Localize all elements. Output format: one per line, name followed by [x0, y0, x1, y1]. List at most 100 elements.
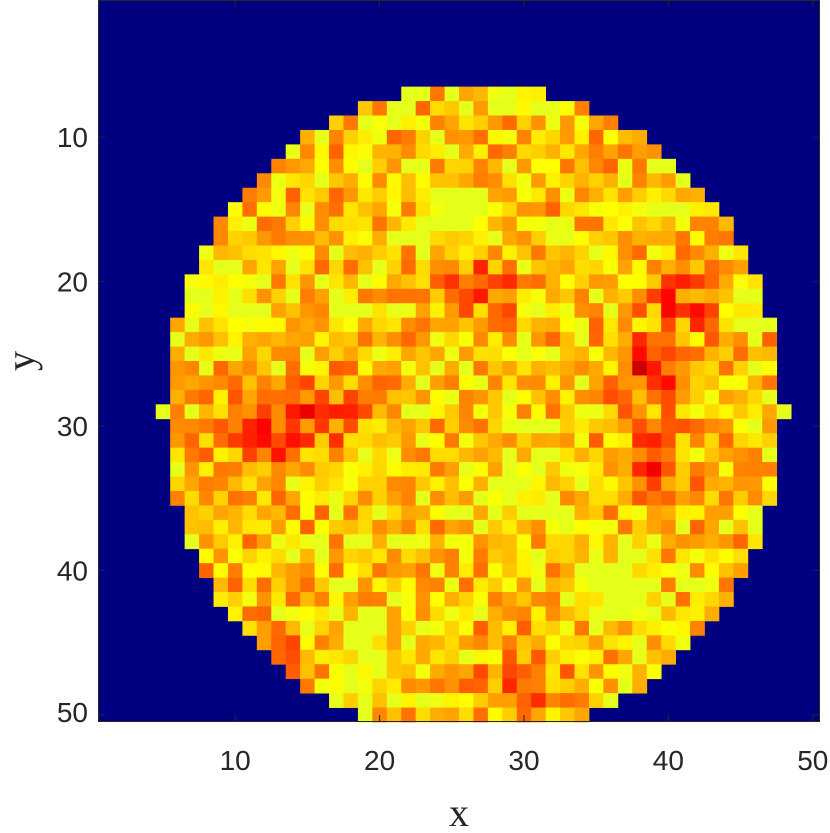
heatmap-cell: [718, 548, 734, 564]
heatmap-cell: [242, 274, 258, 290]
heatmap-cell: [574, 563, 590, 578]
heatmap-cell: [560, 548, 575, 564]
heatmap-cell: [357, 187, 373, 203]
heatmap-cell: [329, 693, 344, 708]
heatmap-cell: [531, 635, 547, 651]
heatmap-cell: [415, 490, 431, 506]
heatmap-cell: [300, 649, 315, 665]
heatmap-cell: [357, 115, 373, 131]
plot-area: [98, 0, 820, 723]
heatmap-cell: [574, 317, 590, 333]
heatmap-cell: [271, 577, 287, 593]
heatmap-cell: [603, 216, 619, 232]
heatmap-cell: [256, 216, 272, 232]
heatmap-cell: [372, 375, 388, 391]
heatmap-cell: [285, 563, 301, 578]
heatmap-cell: [502, 534, 518, 550]
heatmap-cell: [733, 505, 749, 521]
heatmap-cell: [632, 202, 648, 217]
heatmap-cell: [170, 375, 186, 391]
heatmap-cell: [300, 620, 315, 636]
heatmap-cell: [213, 404, 229, 420]
heatmap-cell: [646, 216, 662, 232]
heatmap-cell: [184, 534, 200, 550]
heatmap-cell: [170, 389, 186, 405]
heatmap-cell: [487, 231, 503, 246]
heatmap-cell: [733, 404, 749, 420]
heatmap-cell: [675, 375, 691, 391]
heatmap-cell: [242, 375, 258, 391]
heatmap-cell: [574, 678, 590, 694]
heatmap-cell: [632, 158, 648, 174]
heatmap-cell: [459, 418, 474, 434]
heatmap-cell: [372, 534, 388, 550]
heatmap-cell: [661, 375, 676, 391]
heatmap-cell: [242, 534, 258, 550]
heatmap-cell: [314, 664, 330, 680]
heatmap-cell: [531, 433, 547, 449]
heatmap-cell: [386, 173, 402, 189]
heatmap-cell: [574, 361, 590, 376]
heatmap-cell: [444, 606, 460, 622]
heatmap-cell: [603, 231, 619, 246]
heatmap-cell: [386, 476, 402, 492]
heatmap-cell: [560, 317, 575, 333]
heatmap-cell: [617, 245, 633, 261]
heatmap-cell: [646, 606, 662, 622]
heatmap-cell: [401, 115, 417, 131]
heatmap-cell: [588, 678, 604, 694]
heatmap-cell: [242, 202, 258, 217]
heatmap-cell: [603, 115, 619, 131]
heatmap-cell: [199, 563, 214, 578]
heatmap-cells: [155, 86, 792, 723]
heatmap-cell: [733, 563, 749, 578]
heatmap-cell: [227, 577, 243, 593]
heatmap-cell: [242, 577, 258, 593]
heatmap-cell: [213, 490, 229, 506]
heatmap-cell: [227, 389, 243, 405]
heatmap-cell: [401, 678, 417, 694]
heatmap-cell: [343, 361, 359, 376]
heatmap-cell: [401, 606, 417, 622]
heatmap-cell: [632, 404, 648, 420]
heatmap-cell: [430, 592, 445, 607]
heatmap-cell: [314, 202, 330, 217]
heatmap-cell: [733, 447, 749, 463]
heatmap-cell: [401, 548, 417, 564]
heatmap-cell: [372, 332, 388, 347]
heatmap-cell: [560, 389, 575, 405]
heatmap-cell: [329, 418, 344, 434]
heatmap-cell: [690, 519, 705, 535]
heatmap-cell: [184, 332, 200, 347]
heatmap-cell: [300, 563, 315, 578]
heatmap-cell: [401, 231, 417, 246]
heatmap-cell: [343, 115, 359, 131]
heatmap-cell: [459, 86, 474, 102]
heatmap-cell: [430, 115, 445, 131]
heatmap-cell: [430, 476, 445, 492]
heatmap-cell: [343, 173, 359, 189]
heatmap-cell: [242, 519, 258, 535]
heatmap-cell: [545, 231, 561, 246]
heatmap-cell: [300, 548, 315, 564]
heatmap-cell: [574, 389, 590, 405]
heatmap-cell: [603, 259, 619, 275]
heatmap-cell: [372, 606, 388, 622]
heatmap-cell: [675, 563, 691, 578]
heatmap-cell: [617, 332, 633, 347]
heatmap-cell: [170, 476, 186, 492]
heatmap-cell: [661, 173, 676, 189]
heatmap-cell: [603, 303, 619, 319]
heatmap-cell: [415, 202, 431, 217]
heatmap-cell: [531, 476, 547, 492]
heatmap-cell: [661, 187, 676, 203]
heatmap-cell: [242, 462, 258, 477]
heatmap-cell: [588, 129, 604, 145]
heatmap-cell: [661, 231, 676, 246]
heatmap-cell: [300, 361, 315, 376]
heatmap-cell: [487, 115, 503, 131]
heatmap-cell: [314, 389, 330, 405]
heatmap-cell: [545, 115, 561, 131]
heatmap-cell: [661, 332, 676, 347]
heatmap-cell: [372, 476, 388, 492]
